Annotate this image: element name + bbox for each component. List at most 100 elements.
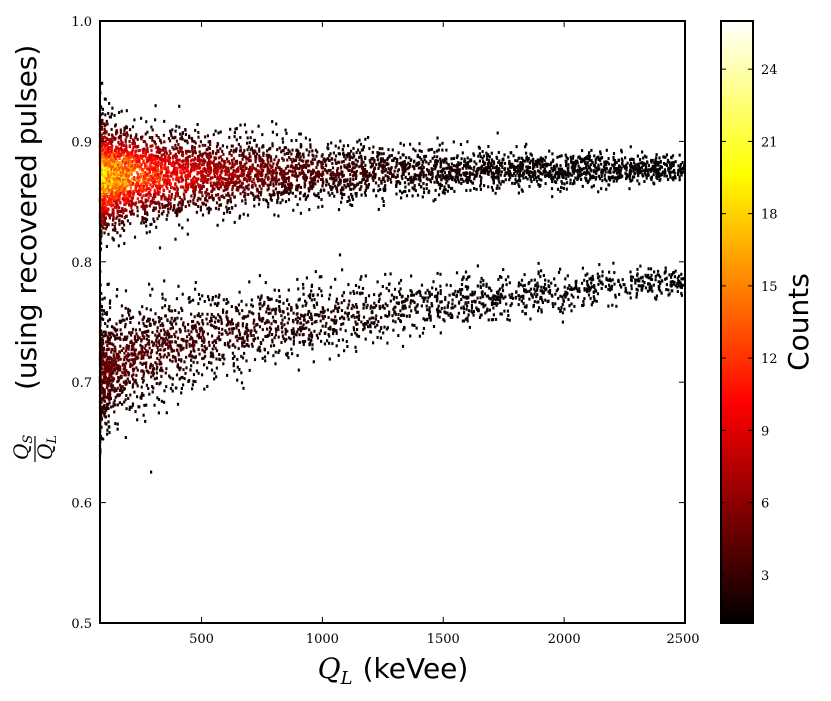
heatmap-cell — [286, 182, 289, 186]
heatmap-cell — [450, 167, 454, 171]
heatmap-cell — [271, 178, 274, 181]
heatmap-cell — [365, 186, 368, 190]
heatmap-cell — [114, 165, 117, 169]
heatmap-cell — [125, 199, 128, 203]
heatmap-cell — [571, 156, 574, 160]
heatmap-cell — [123, 151, 126, 154]
heatmap-cell — [364, 163, 367, 167]
heatmap-cell — [106, 122, 109, 126]
heatmap-cell — [234, 204, 237, 208]
heatmap-cell — [107, 160, 110, 164]
heatmap-cell — [522, 172, 526, 176]
heatmap-cell — [227, 166, 230, 170]
heatmap-cell — [414, 189, 417, 193]
heatmap-cell — [179, 149, 182, 153]
heatmap-cell — [206, 199, 209, 203]
heatmap-cell — [632, 158, 635, 161]
heatmap-cell — [347, 168, 350, 172]
heatmap-cell — [269, 183, 272, 186]
heatmap-cell — [479, 167, 482, 171]
heatmap-cell — [584, 166, 587, 170]
heatmap-cell — [553, 173, 556, 177]
heatmap-cell — [222, 181, 225, 185]
heatmap-cell — [434, 188, 437, 192]
heatmap-cell — [381, 171, 384, 174]
heatmap-cell — [452, 140, 455, 144]
heatmap-cell — [616, 177, 619, 181]
heatmap-cell — [232, 157, 236, 161]
heatmap-cell — [518, 163, 521, 167]
heatmap-cell — [194, 141, 197, 145]
heatmap-cell — [381, 147, 384, 151]
heatmap-cell — [667, 166, 670, 170]
heatmap-cell — [237, 188, 240, 192]
heatmap-cell — [437, 159, 440, 163]
heatmap-cell — [239, 179, 242, 183]
heatmap-cell — [119, 170, 122, 174]
heatmap-cell — [379, 160, 382, 164]
heatmap-cell — [571, 161, 574, 165]
heatmap-cell — [525, 168, 529, 172]
heatmap-cell — [212, 198, 215, 202]
heatmap-cell — [222, 211, 226, 215]
heatmap-cell — [309, 183, 312, 187]
heatmap-cell — [412, 147, 415, 151]
heatmap-cell — [138, 163, 141, 167]
heatmap-cell — [455, 172, 458, 176]
heatmap-cell — [214, 182, 217, 186]
heatmap-cell — [126, 190, 129, 194]
heatmap-cell — [209, 140, 212, 143]
heatmap-cell — [531, 161, 535, 165]
heatmap-cell — [503, 174, 506, 177]
heatmap-cell — [359, 171, 362, 175]
heatmap-cell — [129, 199, 132, 203]
heatmap-cell — [484, 166, 487, 170]
heatmap-cell — [352, 146, 355, 150]
heatmap-cell — [145, 172, 148, 176]
heatmap-cell — [477, 154, 480, 158]
heatmap-cell — [129, 222, 132, 226]
heatmap-cell — [599, 158, 602, 162]
heatmap-cell — [165, 150, 168, 154]
heatmap-cell — [123, 172, 126, 176]
heatmap-cell — [235, 147, 238, 151]
heatmap-cell — [213, 187, 216, 191]
heatmap-cell — [213, 164, 216, 168]
heatmap-cell — [521, 174, 524, 178]
heatmap-cell — [331, 166, 335, 170]
heatmap-cell — [508, 171, 512, 175]
heatmap-cell — [123, 180, 126, 184]
heatmap-cell — [288, 169, 291, 173]
heatmap-cell — [100, 234, 103, 238]
heatmap-cell — [111, 180, 114, 184]
heatmap-cell — [259, 193, 262, 197]
heatmap-cell — [439, 186, 442, 190]
heatmap-cell — [641, 161, 644, 165]
heatmap-cell — [427, 191, 430, 195]
heatmap-cell — [125, 173, 128, 177]
heatmap-cell — [122, 144, 126, 148]
heatmap-cell — [316, 150, 319, 154]
heatmap-cell — [267, 153, 270, 157]
heatmap-cell — [282, 174, 285, 177]
heatmap-cell — [106, 202, 109, 206]
heatmap-cell — [110, 145, 113, 149]
heatmap-cell — [116, 202, 119, 206]
heatmap-cell — [589, 175, 592, 178]
heatmap-cell — [242, 154, 245, 158]
heatmap-cell — [261, 133, 264, 137]
heatmap-cell — [266, 183, 269, 187]
heatmap-cell — [117, 171, 120, 174]
heatmap-cell — [231, 188, 234, 192]
heatmap-cell — [159, 176, 162, 179]
heatmap-cell — [104, 148, 107, 152]
heatmap-cell — [353, 166, 356, 170]
heatmap-cell — [526, 159, 529, 163]
heatmap-cell — [565, 162, 568, 165]
heatmap-cell — [284, 180, 287, 184]
heatmap-cell — [487, 185, 490, 189]
heatmap-cell — [120, 174, 123, 178]
heatmap-cell — [525, 155, 528, 159]
heatmap-cell — [276, 191, 279, 195]
heatmap-cell — [172, 154, 175, 158]
